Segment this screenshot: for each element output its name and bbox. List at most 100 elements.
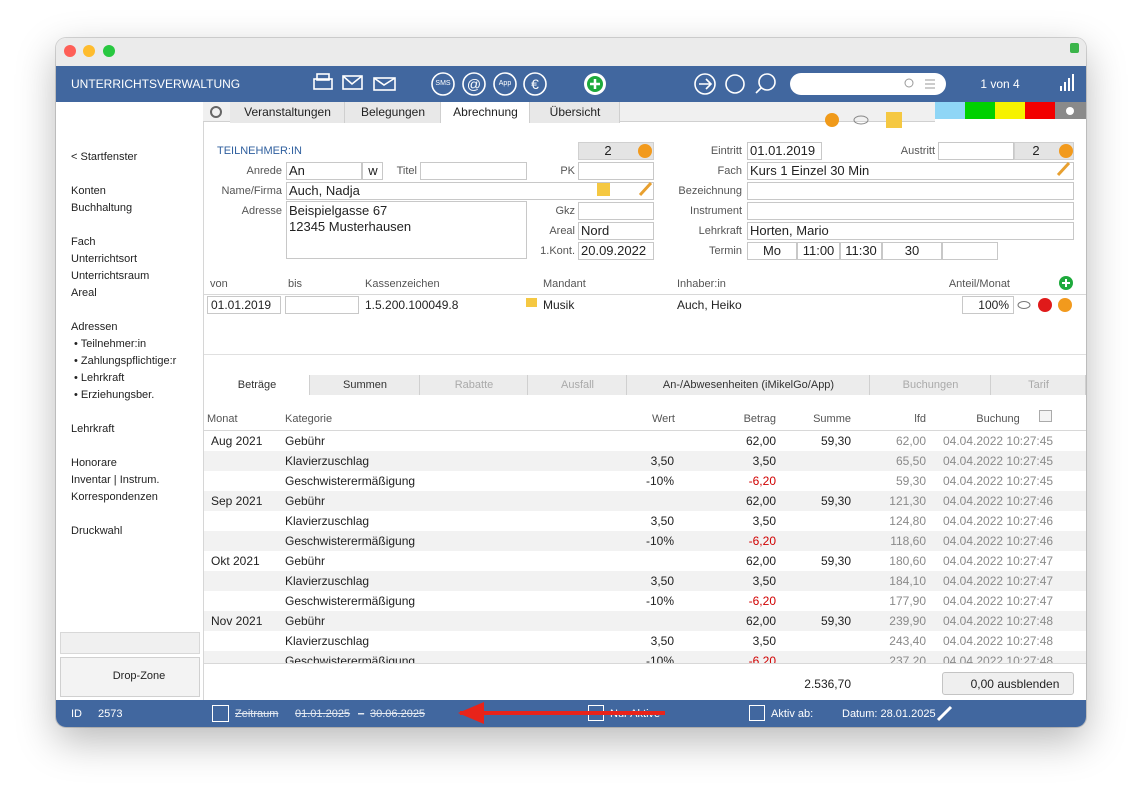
- input-field[interactable]: [578, 202, 654, 220]
- input-field[interactable]: [578, 162, 654, 180]
- input-field[interactable]: [285, 296, 359, 314]
- tab[interactable]: [310, 375, 420, 395]
- tab[interactable]: [441, 102, 530, 123]
- tab[interactable]: [627, 375, 870, 395]
- field-label: Termin: [708, 245, 742, 257]
- field-value: 30: [904, 243, 920, 258]
- tab-label[interactable]: Übersicht: [549, 105, 601, 119]
- cell: 59,30: [820, 614, 851, 628]
- input-field[interactable]: [578, 222, 654, 240]
- toolbar-icon-label[interactable]: App: [498, 80, 512, 87]
- cell: 1.5.200.100049.8: [365, 298, 459, 312]
- toolbar-icon-label[interactable]: €: [531, 76, 539, 92]
- checkbox[interactable]: [212, 705, 229, 722]
- cell: 59,30: [820, 554, 851, 568]
- checkbox[interactable]: [588, 705, 604, 721]
- cell: Klavierzuschlag: [285, 634, 370, 648]
- input-field[interactable]: [578, 242, 654, 260]
- sidebar-item[interactable]: • Lehrkraft: [74, 372, 125, 384]
- sidebar-item[interactable]: Korrespondenzen: [71, 491, 158, 503]
- input-field[interactable]: [962, 296, 1014, 314]
- tab-label: Ausfall: [560, 379, 595, 391]
- input-cell[interactable]: [942, 242, 998, 260]
- sidebar-item[interactable]: Lehrkraft: [71, 423, 115, 435]
- count-box: [1014, 142, 1074, 160]
- cell: 62,00: [745, 494, 776, 508]
- input-field[interactable]: [747, 142, 822, 160]
- cell: 237,20: [889, 654, 926, 663]
- sidebar-item[interactable]: Honorare: [71, 457, 117, 469]
- tab-label[interactable]: Abrechnung: [453, 105, 518, 119]
- input-field[interactable]: [938, 142, 1014, 160]
- cell: 180,60: [889, 554, 926, 568]
- checkbox[interactable]: [749, 705, 765, 721]
- sidebar-item[interactable]: Unterrichtsort: [71, 253, 138, 265]
- input-field[interactable]: [747, 182, 1074, 200]
- tab-label[interactable]: Beträge: [237, 379, 277, 391]
- tab[interactable]: [530, 102, 620, 123]
- cell: 04.04.2022 10:27:46: [943, 494, 1054, 508]
- button-label[interactable]: 0,00 ausblenden: [970, 677, 1060, 691]
- sidebar-item[interactable]: • Teilnehmer:in: [74, 338, 147, 350]
- tab[interactable]: [345, 102, 441, 123]
- cell: 65,50: [895, 454, 926, 468]
- input-field[interactable]: [362, 162, 383, 180]
- column-header: Mandant: [543, 278, 586, 290]
- cell: 3,50: [752, 634, 776, 648]
- drop-zone[interactable]: [60, 657, 200, 697]
- sidebar-item[interactable]: Inventar | Instrum.: [71, 474, 160, 486]
- input-cell[interactable]: [747, 242, 797, 260]
- column-header: Monat: [207, 413, 238, 425]
- cell: Geschwisterermäßigung: [285, 594, 416, 608]
- sidebar-item[interactable]: • Erziehungsber.: [74, 389, 155, 401]
- sidebar-item[interactable]: Konten: [71, 185, 106, 197]
- tab-label[interactable]: Veranstaltungen: [244, 105, 331, 119]
- hide-button[interactable]: [942, 672, 1074, 695]
- input-cell[interactable]: [840, 242, 882, 260]
- input-cell[interactable]: [797, 242, 840, 260]
- sidebar-item[interactable]: Areal: [71, 287, 97, 299]
- cell: 62,00: [745, 614, 776, 628]
- field-value: 12345 Musterhausen: [289, 219, 412, 234]
- tab-label[interactable]: Belegungen: [360, 105, 426, 119]
- sidebar-item[interactable]: Druckwahl: [71, 525, 123, 537]
- divider: [204, 663, 1086, 664]
- field-label: Austritt: [900, 145, 935, 157]
- tab-label[interactable]: An-/Abwesenheiten (iMikelGo/App): [662, 379, 835, 391]
- input-field[interactable]: [420, 162, 527, 180]
- column-header: bis: [288, 278, 303, 290]
- cell: Geschwisterermäßigung: [285, 534, 416, 548]
- toolbar-icon-label[interactable]: @: [466, 76, 482, 92]
- input-field[interactable]: [747, 162, 1074, 180]
- cell: 04.04.2022 10:27:47: [943, 594, 1054, 608]
- tab-label[interactable]: Summen: [342, 379, 388, 391]
- status-value: –: [358, 708, 365, 720]
- sidebar-item[interactable]: Adressen: [71, 321, 118, 333]
- sidebar-item[interactable]: Fach: [71, 236, 96, 248]
- tab[interactable]: [230, 102, 345, 123]
- sidebar-item[interactable]: Buchhaltung: [71, 202, 133, 214]
- input-field[interactable]: [286, 162, 362, 180]
- cell: -6,20: [748, 594, 776, 608]
- field-label: Anrede: [246, 165, 282, 177]
- field-label: 1.Kont.: [540, 245, 575, 257]
- tab[interactable]: [204, 375, 310, 395]
- input-cell[interactable]: [882, 242, 942, 260]
- toolbar-icon-label[interactable]: SMS: [435, 80, 451, 87]
- input-field[interactable]: [747, 222, 1074, 240]
- input-field[interactable]: [286, 201, 527, 259]
- field-label: Adresse: [241, 205, 282, 217]
- cell: 04.04.2022 10:27:47: [943, 554, 1054, 568]
- cell: 3,50: [650, 514, 674, 528]
- table-icon[interactable]: [1039, 410, 1052, 422]
- input-field[interactable]: [747, 202, 1074, 220]
- input-field[interactable]: [207, 296, 281, 314]
- sidebar-item[interactable]: < Startfenster: [71, 151, 138, 163]
- input-field[interactable]: [286, 182, 654, 200]
- sidebar-item[interactable]: • Zahlungspflichtige:r: [74, 355, 177, 367]
- column-header: Anteil/Monat: [948, 278, 1010, 290]
- field-label: Lehrkraft: [698, 225, 742, 237]
- sidebar-item[interactable]: Unterrichtsraum: [71, 270, 150, 282]
- cell: Gebühr: [285, 554, 326, 568]
- table-body: Aug 2021 Gebühr 62,00 59,30 62,00 04.04.2022 …: [204, 431, 1086, 663]
